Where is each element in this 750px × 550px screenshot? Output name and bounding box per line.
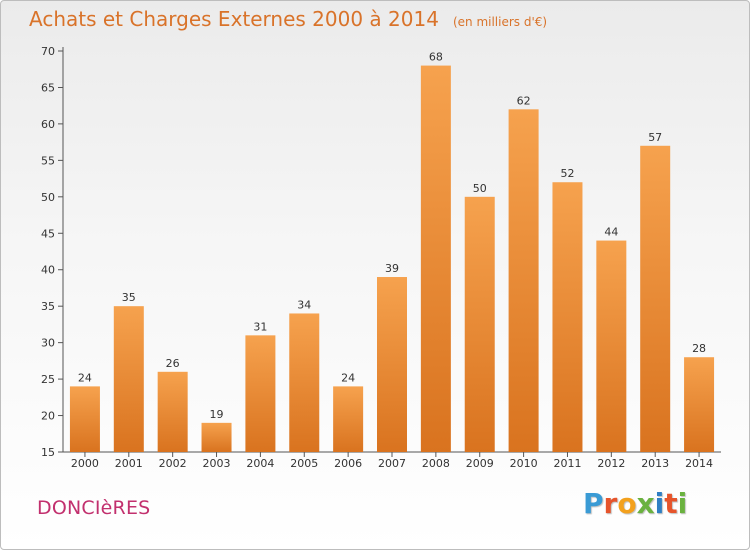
x-tick-label: 2002 [159, 457, 187, 470]
bar [640, 145, 671, 453]
axes: 15 20 25 30 35 40 45 50 55 60 65 70 2000 2001 2002 2003… [41, 45, 721, 470]
data-label: 31 [253, 320, 267, 333]
proxiti-logo: Proxiti [583, 487, 687, 520]
y-tick-label: 50 [41, 191, 55, 204]
y-tick-label: 20 [41, 410, 55, 423]
x-tick-label: 2009 [466, 457, 494, 470]
logo-letter: x [636, 487, 655, 520]
data-label: 19 [210, 408, 224, 421]
y-tick-label: 25 [41, 373, 55, 386]
data-label: 34 [297, 298, 311, 311]
bar [596, 240, 627, 452]
logo-letter: P [583, 487, 604, 520]
x-tick-label: 2005 [290, 457, 318, 470]
x-tick-label: 2011 [553, 457, 581, 470]
bar [508, 109, 539, 452]
bar [552, 182, 583, 452]
data-label: 68 [429, 51, 443, 64]
bar [157, 371, 188, 452]
x-tick-label: 2008 [422, 457, 450, 470]
data-label: 50 [473, 182, 487, 195]
bar [420, 65, 451, 452]
data-label: 35 [122, 291, 136, 304]
bar [464, 196, 495, 452]
value-labels: 24 35 26 19 31 34 24 39 68 50 62 52 44 57 28 [78, 51, 706, 421]
logo-letter: o [617, 487, 637, 520]
y-tick-label: 30 [41, 337, 55, 350]
y-tick-label: 15 [41, 446, 55, 459]
x-tick-label: 2013 [641, 457, 669, 470]
y-tick-label: 35 [41, 300, 55, 313]
data-label: 28 [692, 342, 706, 355]
data-label: 44 [604, 226, 618, 239]
bars [69, 65, 715, 453]
bar [289, 313, 320, 452]
y-tick-label: 70 [41, 45, 55, 58]
chart-title: Achats et Charges Externes 2000 à 2014 (e… [29, 7, 547, 31]
bar [333, 386, 364, 452]
x-tick-label: 2006 [334, 457, 362, 470]
data-label: 52 [560, 167, 574, 180]
x-tick-label: 2003 [203, 457, 231, 470]
logo-letter: i [677, 487, 688, 520]
bar [684, 357, 715, 452]
logo-letter: t [664, 487, 678, 520]
chart-unit: (en milliers d'€) [452, 15, 548, 29]
bar [69, 386, 100, 452]
data-label: 24 [341, 371, 355, 384]
bar [113, 306, 144, 452]
logo-letter: r [603, 487, 618, 520]
data-label: 24 [78, 371, 92, 384]
x-tick-label: 2004 [246, 457, 274, 470]
x-tick-label: 2000 [71, 457, 99, 470]
y-tick-label: 40 [41, 264, 55, 277]
x-tick-label: 2014 [685, 457, 713, 470]
data-label: 57 [648, 131, 662, 144]
y-tick-label: 55 [41, 154, 55, 167]
data-label: 26 [166, 357, 180, 370]
data-label: 39 [385, 262, 399, 275]
y-tick-label: 60 [41, 118, 55, 131]
chart-title-text: Achats et Charges Externes 2000 à 2014 [29, 7, 439, 31]
bar [201, 422, 232, 452]
logo-letter: i [654, 487, 665, 520]
x-tick-label: 2007 [378, 457, 406, 470]
commune-name: DONCIèRES [37, 497, 151, 519]
y-tick-label: 65 [41, 81, 55, 94]
x-tick-label: 2010 [510, 457, 538, 470]
bar [377, 277, 407, 452]
x-tick-label: 2012 [597, 457, 625, 470]
x-tick-label: 2001 [115, 457, 143, 470]
bar [245, 335, 276, 452]
y-tick-label: 45 [41, 227, 55, 240]
data-label: 62 [517, 94, 531, 107]
